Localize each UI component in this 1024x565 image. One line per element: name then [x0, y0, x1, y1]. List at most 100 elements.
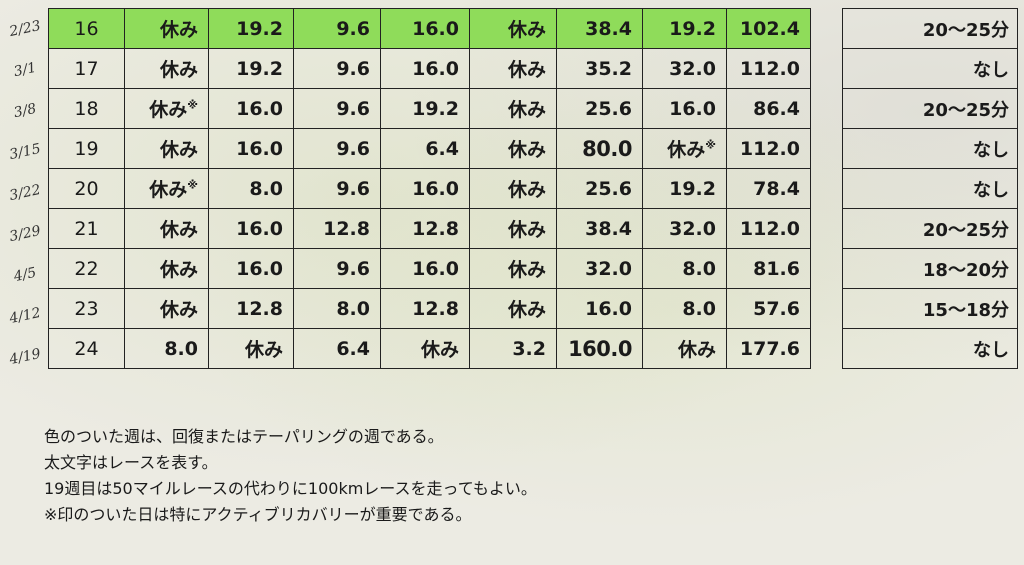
table-row: 22 休み 16.0 9.6 16.0 休み 32.0 8.0 81.6 — [48, 248, 811, 289]
training-schedule-table: 16 休み 19.2 9.6 16.0 休み 38.4 19.2 102.4 1… — [48, 8, 811, 369]
table-cell: 12.8 — [293, 208, 381, 249]
table-cell: 38.4 — [556, 8, 643, 49]
table-cell: 12.8 — [208, 288, 294, 329]
table-cell: 6.4 — [380, 128, 470, 169]
table-cell: 12.8 — [380, 208, 470, 249]
pace-cell: 20～25分 — [842, 8, 1018, 49]
table-row: 16 休み 19.2 9.6 16.0 休み 38.4 19.2 102.4 — [48, 8, 811, 49]
table-cell: 16.0 — [208, 128, 294, 169]
weekly-total: 57.6 — [726, 288, 811, 329]
week-number: 21 — [48, 208, 125, 249]
pace-cell: なし — [842, 48, 1018, 89]
table-cell: 休み — [380, 328, 470, 369]
footnote-mark: ※ — [705, 138, 716, 152]
pace-cell: 20～25分 — [842, 208, 1018, 249]
table-cell: 16.0 — [380, 8, 470, 49]
table-cell: 6.4 — [293, 328, 381, 369]
race-cell: 80.0 — [556, 128, 643, 169]
weekly-total: 112.0 — [726, 48, 811, 89]
table-cell: 休み — [469, 248, 557, 289]
table-cell: 25.6 — [556, 168, 643, 209]
week-number: 19 — [48, 128, 125, 169]
table-row: 20～25分 — [842, 8, 1018, 49]
date-note: 3/22 — [7, 181, 43, 204]
table-cell: 休み — [469, 128, 557, 169]
table-cell: 3.2 — [469, 328, 557, 369]
table-cell: 19.2 — [642, 8, 727, 49]
table-cell: 休み — [208, 328, 294, 369]
week-number: 18 — [48, 88, 125, 129]
table-row: 21 休み 16.0 12.8 12.8 休み 38.4 32.0 112.0 — [48, 208, 811, 249]
table-cell: 25.6 — [556, 88, 643, 129]
date-note: 4/5 — [12, 264, 38, 285]
table-cell: 休み※ — [124, 88, 209, 129]
table-cell: 9.6 — [293, 48, 381, 89]
table-cell: 9.6 — [293, 128, 381, 169]
date-note: 3/15 — [7, 140, 43, 163]
pace-cell: なし — [842, 128, 1018, 169]
table-cell: 19.2 — [208, 8, 294, 49]
pace-cell: 18～20分 — [842, 248, 1018, 289]
table-cell: 8.0 — [124, 328, 209, 369]
table-cell: 16.0 — [208, 248, 294, 289]
race-cell: 160.0 — [556, 328, 643, 369]
footnote: 太文字はレースを表す。 — [44, 453, 218, 472]
table-cell: 休み — [469, 88, 557, 129]
table-cell: 32.0 — [642, 208, 727, 249]
table-cell: 16.0 — [556, 288, 643, 329]
weekly-total: 112.0 — [726, 128, 811, 169]
weekly-total: 86.4 — [726, 88, 811, 129]
table-cell: 35.2 — [556, 48, 643, 89]
table-cell: 32.0 — [556, 248, 643, 289]
weekly-total: 112.0 — [726, 208, 811, 249]
table-row: 20～25分 — [842, 208, 1018, 249]
table-cell: 8.0 — [208, 168, 294, 209]
pace-cell: 15～18分 — [842, 288, 1018, 329]
table-cell: 9.6 — [293, 88, 381, 129]
week-number: 20 — [48, 168, 125, 209]
date-note: 3/29 — [7, 222, 43, 245]
week-number: 22 — [48, 248, 125, 289]
table-row: 20 休み※ 8.0 9.6 16.0 休み 25.6 19.2 78.4 — [48, 168, 811, 209]
table-cell: 休み※ — [642, 128, 727, 169]
table-cell: 8.0 — [642, 288, 727, 329]
table-row: 18～20分 — [842, 248, 1018, 289]
pace-cell: なし — [842, 168, 1018, 209]
table-cell: 32.0 — [642, 48, 727, 89]
table-cell: 休み — [124, 208, 209, 249]
footnote: 色のついた週は、回復またはテーパリングの週である。 — [44, 427, 444, 446]
table-cell: 休み — [469, 48, 557, 89]
date-note: 4/19 — [7, 345, 43, 368]
table-cell: 9.6 — [293, 8, 381, 49]
date-note: 3/1 — [12, 59, 38, 80]
table-cell: 19.2 — [208, 48, 294, 89]
footnote: ※印のついた日は特にアクティブリカバリーが重要である。 — [44, 505, 472, 524]
week-number: 17 — [48, 48, 125, 89]
table-row: なし — [842, 48, 1018, 89]
weekly-total: 81.6 — [726, 248, 811, 289]
pace-table: 20～25分 なし 20～25分 なし なし 20～25分 18～20分 15～… — [842, 8, 1018, 369]
pace-cell: 20～25分 — [842, 88, 1018, 129]
date-note: 3/8 — [12, 100, 38, 121]
table-row: 15～18分 — [842, 288, 1018, 329]
table-cell: 12.8 — [380, 288, 470, 329]
table-cell: 19.2 — [380, 88, 470, 129]
table-cell: 16.0 — [642, 88, 727, 129]
footnote: 19週目は50マイルレースの代わりに100kmレースを走ってもよい。 — [44, 479, 537, 498]
date-note: 4/12 — [7, 304, 43, 327]
weekly-total: 177.6 — [726, 328, 811, 369]
footnote-mark: ※ — [187, 178, 198, 192]
table-row: 24 8.0 休み 6.4 休み 3.2 160.0 休み 177.6 — [48, 328, 811, 369]
table-row: なし — [842, 128, 1018, 169]
table-cell: 16.0 — [380, 248, 470, 289]
table-cell: 休み — [469, 168, 557, 209]
table-cell: 8.0 — [642, 248, 727, 289]
pace-cell: なし — [842, 328, 1018, 369]
table-row: 19 休み 16.0 9.6 6.4 休み 80.0 休み※ 112.0 — [48, 128, 811, 169]
table-cell: 9.6 — [293, 168, 381, 209]
table-cell: 休み — [124, 128, 209, 169]
table-cell: 16.0 — [380, 168, 470, 209]
table-row: 17 休み 19.2 9.6 16.0 休み 35.2 32.0 112.0 — [48, 48, 811, 89]
table-cell: 休み — [124, 288, 209, 329]
table-cell: 19.2 — [642, 168, 727, 209]
